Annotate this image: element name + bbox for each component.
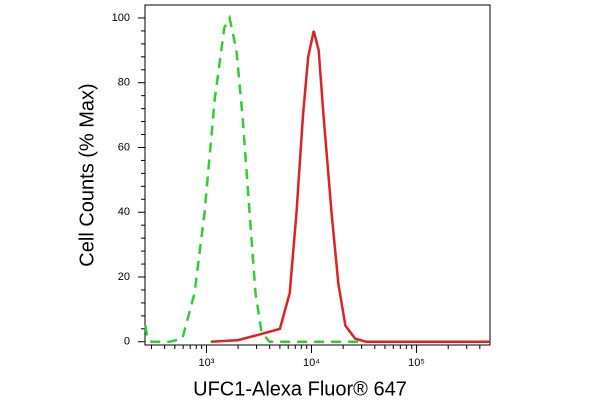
series-line xyxy=(210,30,490,344)
y-tick-label: 20 xyxy=(118,271,130,283)
x-tick-label: 10⁵ xyxy=(408,357,425,369)
y-tick-label: 0 xyxy=(124,336,130,348)
y-tick-label: 80 xyxy=(118,77,130,89)
y-tick-label: 60 xyxy=(118,141,130,153)
series-line xyxy=(144,14,490,344)
x-tick-label: 10⁴ xyxy=(303,357,320,369)
x-axis-label: UFC1-Alexa Fluor® 647 xyxy=(193,378,407,400)
y-tick-label: 100 xyxy=(112,12,130,24)
y-tick-label: 40 xyxy=(118,206,130,218)
plot-frame xyxy=(144,4,491,346)
y-axis-label: Cell Counts (% Max) xyxy=(76,83,98,266)
x-tick-label: 10³ xyxy=(199,357,215,369)
